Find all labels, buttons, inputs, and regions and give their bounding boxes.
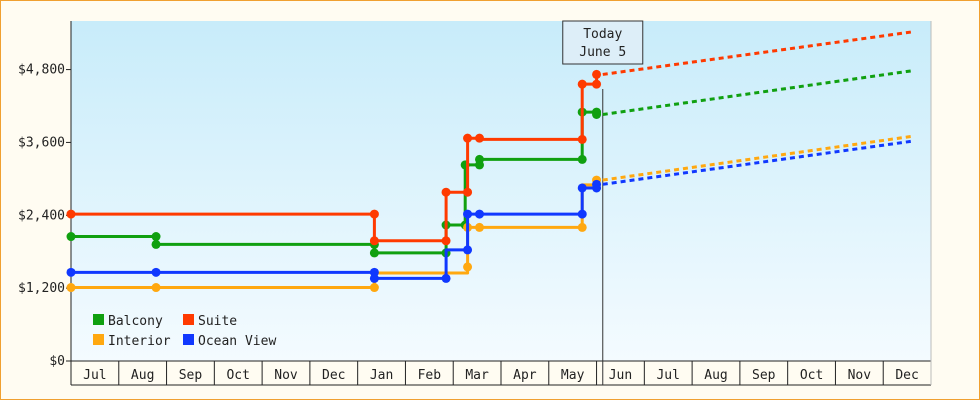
x-tick-label: Nov — [274, 368, 298, 383]
data-point[interactable] — [66, 209, 76, 219]
legend-label: Ocean View — [198, 334, 276, 349]
data-point[interactable] — [369, 273, 379, 283]
y-tick-label: $2,400 — [18, 208, 65, 223]
legend: Balcony Suite Interior Ocean View — [93, 314, 276, 349]
data-point[interactable] — [441, 236, 451, 246]
series-ocean-view — [66, 139, 913, 283]
data-point[interactable] — [577, 183, 587, 193]
x-tick-label: Mar — [465, 368, 489, 383]
callout-date: June 5 — [579, 45, 626, 60]
data-point[interactable] — [441, 187, 451, 197]
legend-swatch — [183, 314, 194, 325]
x-tick-label: Jun — [609, 368, 632, 383]
legend-swatch — [93, 334, 104, 345]
x-tick-label: Feb — [418, 368, 442, 383]
legend-label: Balcony — [108, 314, 163, 329]
data-point[interactable] — [475, 209, 484, 219]
data-point[interactable] — [66, 283, 76, 293]
data-point[interactable] — [463, 245, 473, 255]
data-point[interactable] — [592, 69, 602, 79]
y-tick-label: $0 — [49, 354, 65, 369]
legend-item-interior[interactable]: Interior — [93, 334, 171, 349]
forecast-line-suite — [602, 30, 913, 76]
data-point[interactable] — [151, 283, 161, 293]
legend-item-balcony[interactable]: Balcony — [93, 314, 163, 329]
today-callout: Today June 5 — [562, 20, 644, 65]
x-tick-label: Dec — [895, 368, 918, 383]
plot-area — [71, 21, 931, 361]
forecast-line-ocean-view — [602, 139, 913, 186]
x-tick-label: Apr — [513, 368, 537, 383]
x-tick-label: Aug — [131, 368, 154, 383]
series-suite — [66, 30, 913, 246]
x-tick-label: Jul — [83, 368, 106, 383]
data-point[interactable] — [369, 236, 379, 246]
data-point[interactable] — [577, 79, 587, 89]
data-point[interactable] — [475, 222, 484, 232]
data-point[interactable] — [592, 179, 602, 189]
legend-swatch — [183, 334, 194, 345]
data-point[interactable] — [151, 232, 161, 242]
data-point[interactable] — [369, 248, 379, 258]
data-point[interactable] — [577, 222, 587, 232]
legend-item-ocean-view[interactable]: Ocean View — [183, 334, 276, 349]
series-lines — [66, 30, 913, 293]
forecast-line-interior — [602, 134, 913, 182]
legend-swatch — [93, 314, 104, 325]
data-point[interactable] — [151, 267, 161, 277]
legend-label: Interior — [108, 334, 171, 349]
x-tick-label: May — [561, 368, 585, 383]
data-point[interactable] — [66, 232, 76, 242]
callout-box — [562, 20, 644, 65]
y-axis: $0 $1,200 $2,400 $3,600 $4,800 — [18, 21, 72, 385]
data-point[interactable] — [66, 267, 76, 277]
x-tick-label: Dec — [322, 368, 345, 383]
data-point[interactable] — [369, 209, 379, 219]
forecast-line-balcony — [602, 69, 913, 116]
legend-item-suite[interactable]: Suite — [183, 314, 237, 329]
data-point[interactable] — [463, 209, 473, 219]
legend-label: Suite — [198, 314, 237, 329]
data-point[interactable] — [592, 110, 602, 119]
x-axis: Jul Aug Sep Oct Nov Dec Jan Feb Mar Apr May Jun Jul A… — [71, 21, 932, 386]
data-point[interactable] — [475, 154, 484, 164]
x-tick-label: Oct — [800, 368, 823, 383]
x-tick-label: Sep — [179, 368, 203, 383]
data-point[interactable] — [441, 273, 451, 283]
data-point[interactable] — [475, 133, 484, 143]
x-tick-label: Jan — [370, 368, 393, 383]
y-tick-label: $4,800 — [18, 63, 65, 78]
data-point[interactable] — [463, 187, 473, 197]
callout-title: Today — [583, 27, 622, 42]
x-tick-label: Oct — [226, 368, 249, 383]
x-tick-label: Jul — [656, 368, 679, 383]
data-point[interactable] — [577, 134, 587, 144]
y-tick-label: $1,200 — [18, 281, 65, 296]
data-point[interactable] — [463, 262, 473, 272]
data-point[interactable] — [577, 154, 587, 164]
y-tick-label: $3,600 — [18, 135, 65, 150]
x-tick-label: Nov — [848, 368, 872, 383]
data-point[interactable] — [369, 283, 379, 293]
data-point[interactable] — [151, 239, 161, 249]
data-point[interactable] — [592, 79, 602, 89]
x-tick-label: Aug — [704, 368, 727, 383]
data-point[interactable] — [463, 133, 473, 143]
data-point[interactable] — [577, 209, 587, 219]
x-tick-label: Sep — [752, 368, 776, 383]
